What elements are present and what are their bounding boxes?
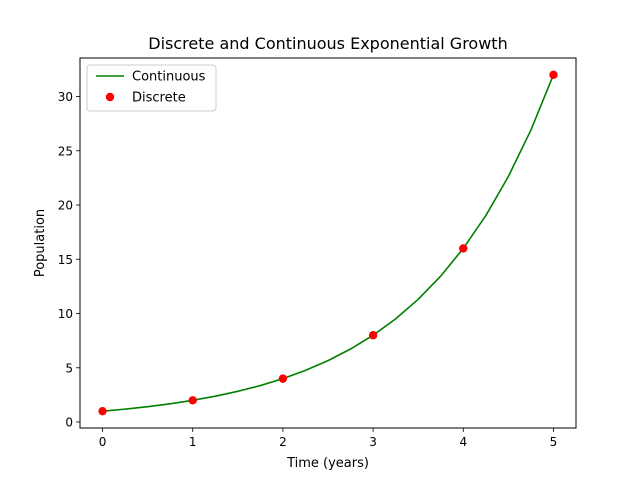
legend: Continuous Discrete xyxy=(86,64,217,112)
x-axis-label: Time (years) xyxy=(286,456,369,471)
y-axis-ticks: 0 5 10 15 20 25 30 xyxy=(58,90,80,430)
discrete-point xyxy=(368,331,378,340)
y-tick-label: 30 xyxy=(58,90,73,104)
discrete-point xyxy=(459,244,468,253)
x-tick-label: 5 xyxy=(550,435,558,449)
y-tick-label: 5 xyxy=(65,361,73,375)
legend-discrete-label: Discrete xyxy=(132,91,186,106)
x-axis-ticks: 0 1 2 3 4 5 xyxy=(99,428,558,449)
series-layer xyxy=(98,70,558,416)
y-tick-label: 25 xyxy=(58,144,73,158)
x-tick-label: 1 xyxy=(189,435,197,449)
x-tick-label: 3 xyxy=(369,435,377,449)
plot-area xyxy=(80,58,576,428)
x-tick-label: 4 xyxy=(459,435,467,449)
chart-title: Discrete and Continuous Exponential Grow… xyxy=(148,34,507,53)
discrete-point xyxy=(549,70,558,80)
legend-continuous-label: Continuous xyxy=(132,70,206,85)
legend-discrete-swatch xyxy=(105,92,115,102)
y-tick-label: 20 xyxy=(58,199,73,213)
x-tick-label: 2 xyxy=(279,435,287,449)
y-axis-label: Population xyxy=(33,209,48,277)
x-tick-label: 0 xyxy=(99,435,107,449)
discrete-point xyxy=(278,374,288,383)
y-tick-label: 0 xyxy=(65,416,73,430)
discrete-point xyxy=(98,406,107,416)
y-tick-label: 10 xyxy=(58,307,73,321)
continuous-series-line xyxy=(102,74,555,412)
plot-frame xyxy=(79,57,577,429)
y-tick-label: 15 xyxy=(58,253,73,267)
discrete-point xyxy=(188,396,197,405)
